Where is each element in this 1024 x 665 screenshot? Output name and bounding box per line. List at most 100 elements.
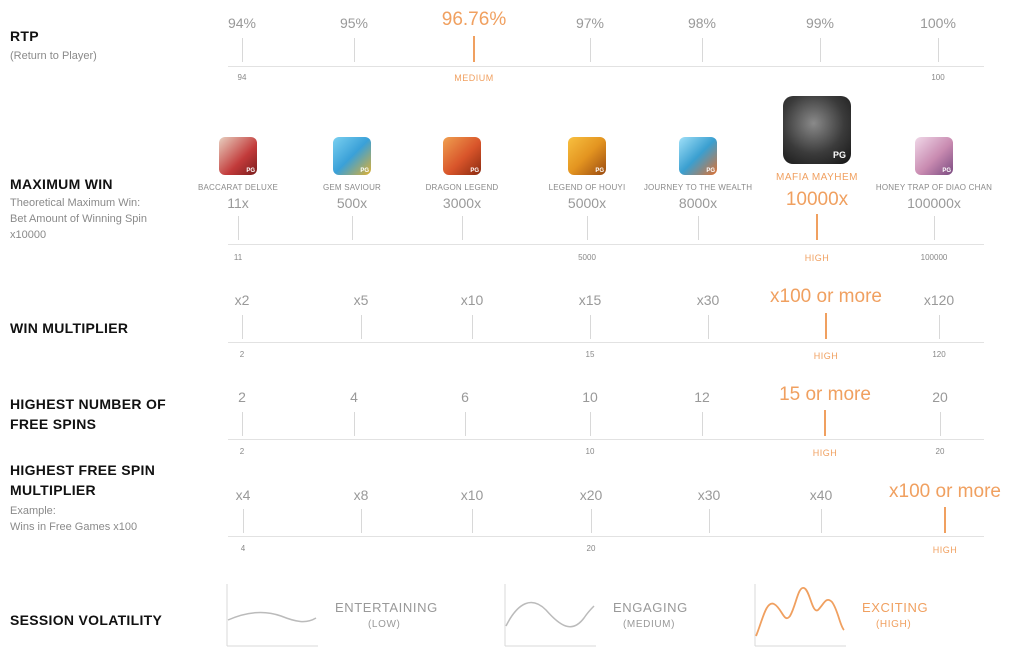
- volatility-high-wave-icon: [754, 584, 846, 647]
- max-win-value-honey: 100000x: [907, 195, 961, 211]
- volatility-high-level: (HIGH): [876, 619, 912, 630]
- free-spins-tick-line: [940, 412, 941, 436]
- rtp-tick-99: 99%: [805, 15, 835, 31]
- free-spins-tick-line: [465, 412, 466, 436]
- rtp-tick-100: 100%: [920, 15, 956, 31]
- rtp-axis: [228, 66, 984, 67]
- free-spins-tick-4: 4: [350, 389, 358, 405]
- fs-mult-subtitle-1: Example:: [10, 505, 56, 517]
- free-spins-scale-high: HIGH: [812, 448, 838, 458]
- free-spins-title-2: FREE SPINS: [10, 416, 97, 432]
- volatility-low-word: ENTERTAINING: [335, 600, 438, 615]
- fs-mult-tick-line: [821, 509, 822, 533]
- max-win-value-journey: 8000x: [678, 195, 718, 211]
- free-spins-tick-20: 20: [932, 389, 948, 405]
- legend-of-houyi-icon[interactable]: PG: [568, 137, 606, 175]
- max-win-value-gem: 500x: [336, 195, 368, 211]
- max-win-subtitle-1: Theoretical Maximum Win:: [10, 197, 141, 209]
- fs-mult-subtitle-2: Wins in Free Games x100: [10, 521, 138, 533]
- rtp-tick-line: [702, 38, 703, 62]
- free-spins-tick-line: [354, 412, 355, 436]
- win-mult-scale-mid: 15: [585, 350, 595, 359]
- game-name-mafia-mayhem: MAFIA MAYHEM: [776, 172, 858, 183]
- win-mult-tick-x15: x15: [578, 292, 602, 308]
- rtp-tick-line: [354, 38, 355, 62]
- fs-mult-title-1: HIGHEST FREE SPIN: [10, 462, 156, 478]
- fs-mult-tick-line: [361, 509, 362, 533]
- game-name-journey-to-the-wealth: JOURNEY TO THE WEALTH: [643, 183, 753, 192]
- max-win-scale-min: 11: [233, 253, 243, 262]
- rtp-tick-98: 98%: [687, 15, 717, 31]
- free-spins-title-1: HIGHEST NUMBER OF: [10, 396, 166, 412]
- free-spins-tick-line: [702, 412, 703, 436]
- rtp-tick-line: [242, 38, 243, 62]
- win-mult-tick-x30: x30: [696, 292, 720, 308]
- game-name-gem-saviour: GEM SAVIOUR: [322, 183, 382, 192]
- fs-mult-scale-high: HIGH: [932, 545, 958, 555]
- free-spins-tick-12: 12: [694, 389, 710, 405]
- game-name-dragon-legend: DRAGON LEGEND: [425, 183, 499, 192]
- win-mult-tick-line: [242, 315, 243, 339]
- fs-mult-axis: [228, 536, 984, 537]
- free-spins-scale-min: 2: [239, 447, 245, 456]
- max-win-title: MAXIMUM WIN: [10, 176, 113, 192]
- win-mult-highlight-line: [825, 313, 827, 339]
- volatility-low-level: (LOW): [368, 619, 401, 630]
- rtp-tick-line: [938, 38, 939, 62]
- free-spins-scale-mid: 10: [585, 447, 595, 456]
- free-spins-tick-2: 2: [238, 389, 246, 405]
- rtp-scale-min: 94: [237, 73, 247, 82]
- fs-mult-title-2: MULTIPLIER: [10, 482, 96, 498]
- free-spins-tick-line: [590, 412, 591, 436]
- free-spins-tick-6: 6: [461, 389, 469, 405]
- win-mult-tick-x10: x10: [460, 292, 484, 308]
- fs-mult-highlight-line: [944, 507, 946, 533]
- rtp-scale-medium: MEDIUM: [454, 73, 494, 83]
- win-mult-scale-min: 2: [239, 350, 245, 359]
- rtp-highlight-line: [473, 36, 475, 62]
- free-spins-tick-10: 10: [582, 389, 598, 405]
- free-spins-tick-line: [242, 412, 243, 436]
- win-mult-tick-line: [361, 315, 362, 339]
- max-win-scale-max: 100000: [920, 253, 948, 262]
- max-win-scale-mid: 5000: [578, 253, 596, 262]
- max-win-scale-high: HIGH: [804, 253, 830, 263]
- max-win-highlight-line: [816, 214, 818, 240]
- journey-to-the-wealth-icon[interactable]: PG: [679, 137, 717, 175]
- dragon-legend-icon[interactable]: PG: [443, 137, 481, 175]
- max-win-value-mafia: 10000x: [785, 189, 849, 210]
- rtp-tick-94: 94%: [227, 15, 257, 31]
- max-win-tick-line: [698, 216, 699, 240]
- win-mult-tick-x5: x5: [353, 292, 369, 308]
- max-win-subtitle-2: Bet Amount of Winning Spin: [10, 213, 147, 225]
- fs-mult-tick-x30: x30: [697, 487, 721, 503]
- max-win-tick-line: [238, 216, 239, 240]
- fs-mult-tick-x10: x10: [460, 487, 484, 503]
- win-mult-tick-highlight: x100 or more: [770, 286, 882, 307]
- rtp-title: RTP: [10, 28, 39, 44]
- fs-mult-scale-mid: 20: [586, 544, 596, 553]
- mafia-mayhem-icon[interactable]: PG: [783, 96, 851, 164]
- volatility-medium-wave-icon: [504, 584, 596, 647]
- volatility-title: SESSION VOLATILITY: [10, 612, 163, 628]
- honey-trap-of-diao-chan-icon[interactable]: PG: [915, 137, 953, 175]
- baccarat-deluxe-icon[interactable]: PG: [219, 137, 257, 175]
- win-mult-axis: [228, 342, 984, 343]
- max-win-tick-line: [462, 216, 463, 240]
- win-mult-tick-line: [590, 315, 591, 339]
- win-mult-scale-max: 120: [932, 350, 946, 359]
- rtp-tick-95: 95%: [339, 15, 369, 31]
- rtp-tick-97: 97%: [575, 15, 605, 31]
- win-mult-tick-line: [708, 315, 709, 339]
- game-name-legend-of-houyi: LEGEND OF HOUYI: [548, 183, 626, 192]
- gem-saviour-icon[interactable]: PG: [333, 137, 371, 175]
- fs-mult-tick-x20: x20: [579, 487, 603, 503]
- free-spins-tick-highlight: 15 or more: [779, 384, 871, 405]
- fs-mult-tick-highlight: x100 or more: [889, 481, 1001, 502]
- rtp-tick-highlight: 96.76%: [441, 9, 507, 30]
- game-name-baccarat-deluxe: BACCARAT DELUXE: [197, 183, 279, 192]
- fs-mult-scale-min: 4: [240, 544, 246, 553]
- max-win-value-houyi: 5000x: [567, 195, 607, 211]
- max-win-axis: [228, 244, 984, 245]
- max-win-tick-line: [934, 216, 935, 240]
